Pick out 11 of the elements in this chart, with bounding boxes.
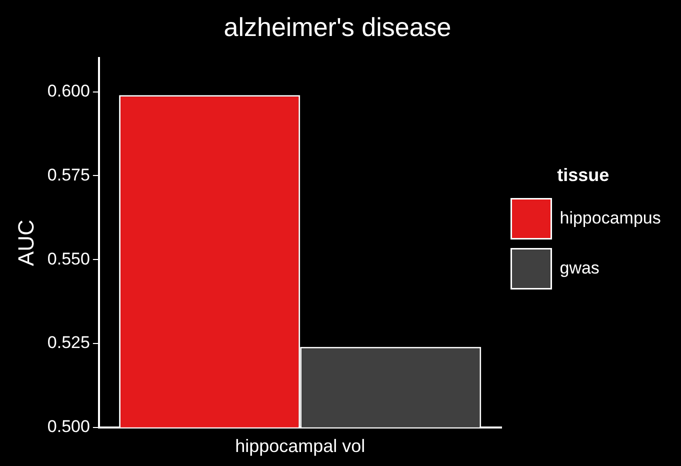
x-tick-label: hippocampal vol: [235, 436, 366, 456]
y-axis-title: AUC: [13, 219, 38, 266]
y-tick-label: 0.600: [47, 81, 90, 100]
y-tick-label: 0.500: [47, 417, 90, 436]
y-tick-label: 0.575: [47, 165, 90, 184]
legend-label: hippocampus: [560, 208, 661, 228]
y-tick-label: 0.525: [47, 333, 90, 352]
y-tick-label: 0.550: [47, 249, 90, 268]
legend-title: tissue: [557, 165, 610, 186]
chart-title: alzheimer's disease: [224, 12, 452, 42]
legend-label: gwas: [560, 258, 600, 278]
